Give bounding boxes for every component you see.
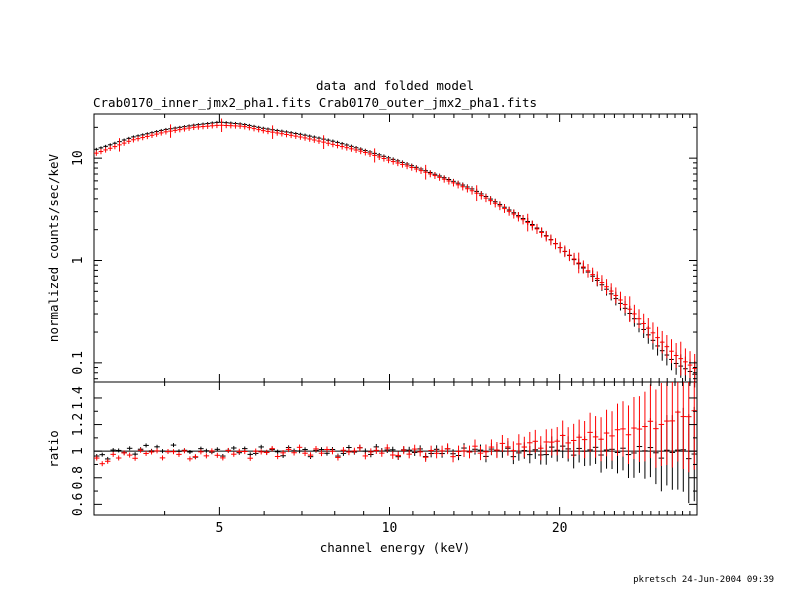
spectrum-series-1 [94, 118, 697, 383]
ratio-series-1 [94, 382, 697, 473]
y-tick-label: 0.6 [71, 493, 86, 516]
y-tick-label: 0.1 [71, 351, 86, 374]
spectrum-ticks: 0.1 1 10 [71, 114, 698, 382]
x-tick-label: 5 [215, 521, 223, 536]
spectrum-panel: 0.1 1 10 [71, 113, 698, 388]
ratio-ticks: 5 10 20 0.6 0.8 1 1.2 1.4 [71, 382, 698, 536]
y-tick-label: 1.4 [71, 386, 86, 410]
y-tick-label: 0.8 [71, 466, 86, 489]
ratio-panel: 5 10 20 0.6 0.8 1 1.2 1.4 [71, 381, 698, 536]
ratio-y-axis-label: ratio [46, 430, 61, 468]
x-axis-label: channel energy (keV) [320, 540, 471, 555]
chart-subtitle: Crab0170_inner_jmx2_pha1.fits Crab0170_o… [93, 95, 537, 110]
ratio-data [94, 382, 697, 504]
ratio-frame [93, 381, 698, 516]
x-tick-label: 10 [382, 521, 398, 536]
spectrum-y-axis-label: normalized counts/sec/keV [46, 153, 61, 342]
y-tick-label: 1.2 [71, 413, 86, 436]
spectrum-data [94, 118, 697, 388]
y-tick-label: 1 [71, 447, 86, 455]
y-tick-label: 10 [71, 150, 86, 166]
y-tick-label: 1 [71, 257, 86, 265]
footer-credit: pkretsch 24-Jun-2004 09:39 [633, 575, 774, 585]
chart-title: data and folded model [316, 78, 474, 93]
x-tick-label: 20 [552, 521, 568, 536]
